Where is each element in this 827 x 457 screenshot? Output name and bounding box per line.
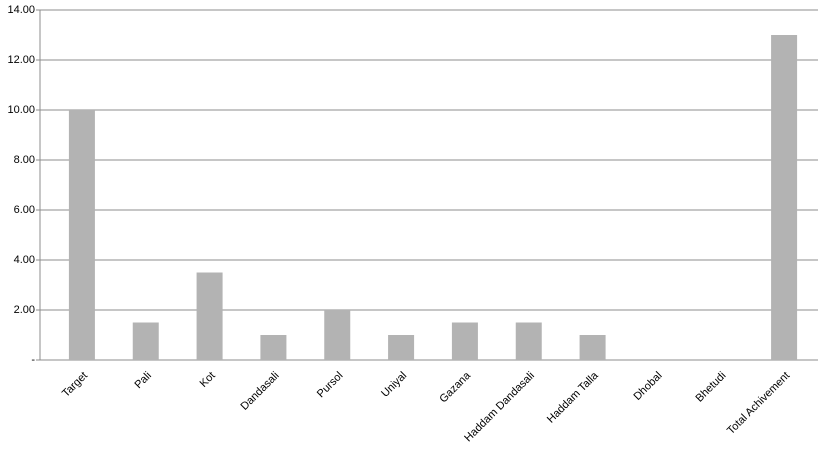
x-tick-label: Haddam Dandasali: [462, 370, 537, 445]
y-tick-label: 10.00: [7, 104, 35, 116]
bar: [196, 272, 223, 360]
x-tick-label: Target: [60, 370, 90, 400]
bar: [451, 322, 478, 360]
x-tick-label: Pali: [132, 370, 153, 391]
bar: [132, 322, 159, 360]
bar: [68, 110, 95, 360]
x-tick-label: Total Achivement: [725, 370, 792, 437]
x-tick-label: Pursol: [315, 370, 346, 401]
x-tick-label: Dandasali: [239, 370, 282, 413]
x-tick-label: Bhetudi: [694, 370, 729, 405]
y-tick-label: 2.00: [14, 304, 35, 316]
bar: [324, 310, 351, 360]
bar: [515, 322, 542, 360]
y-tick-label: 14.00: [7, 4, 35, 16]
bar: [771, 35, 798, 360]
x-tick-label: Dhobal: [631, 370, 664, 403]
bar: [260, 335, 287, 360]
x-tick-label: Kot: [198, 370, 218, 390]
x-tick-label: Gazana: [437, 369, 473, 405]
y-tick-label: 8.00: [14, 154, 35, 166]
y-tick-label: -: [31, 354, 35, 366]
y-tick-label: 4.00: [14, 254, 35, 266]
y-tick-label: 6.00: [14, 204, 35, 216]
y-tick-label: 12.00: [7, 54, 35, 66]
bar: [388, 335, 415, 360]
x-tick-label: Uniyal: [379, 370, 409, 400]
bar: [579, 335, 606, 360]
x-tick-label: Haddam Talla: [545, 369, 602, 426]
